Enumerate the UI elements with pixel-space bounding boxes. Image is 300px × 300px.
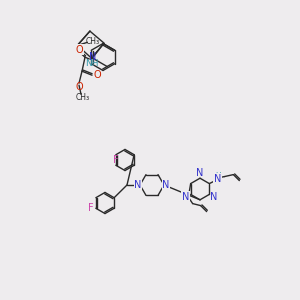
Text: N: N — [196, 168, 204, 178]
Text: NH: NH — [85, 58, 98, 68]
Text: N: N — [134, 180, 142, 190]
Text: N: N — [183, 192, 190, 202]
Text: N: N — [89, 52, 96, 62]
Text: N: N — [162, 180, 170, 190]
Text: N: N — [182, 192, 189, 202]
Text: H: H — [180, 192, 185, 201]
Text: N: N — [214, 174, 221, 184]
Text: CH₃: CH₃ — [76, 93, 90, 102]
Text: CH₃: CH₃ — [85, 37, 100, 46]
Text: O: O — [93, 70, 101, 80]
Text: F: F — [88, 203, 94, 213]
Text: F: F — [113, 155, 119, 165]
Text: O: O — [75, 82, 83, 92]
Text: O: O — [76, 45, 83, 55]
Text: N: N — [210, 192, 218, 202]
Text: H: H — [215, 172, 221, 181]
